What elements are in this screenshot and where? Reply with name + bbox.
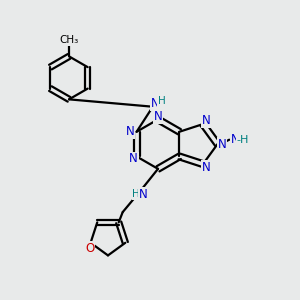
Text: CH₃: CH₃ [59,35,79,45]
Text: H: H [132,190,140,200]
Text: N: N [218,138,226,151]
Text: N: N [202,114,210,127]
Text: N: N [154,110,162,123]
Text: H: H [158,96,166,106]
Text: O: O [85,242,94,255]
Text: N: N [129,152,138,165]
Text: N: N [202,160,210,174]
Text: N: N [126,125,134,138]
Text: N: N [139,188,148,201]
Text: -H: -H [237,135,249,145]
Text: N: N [151,97,160,110]
Text: N: N [231,133,239,146]
